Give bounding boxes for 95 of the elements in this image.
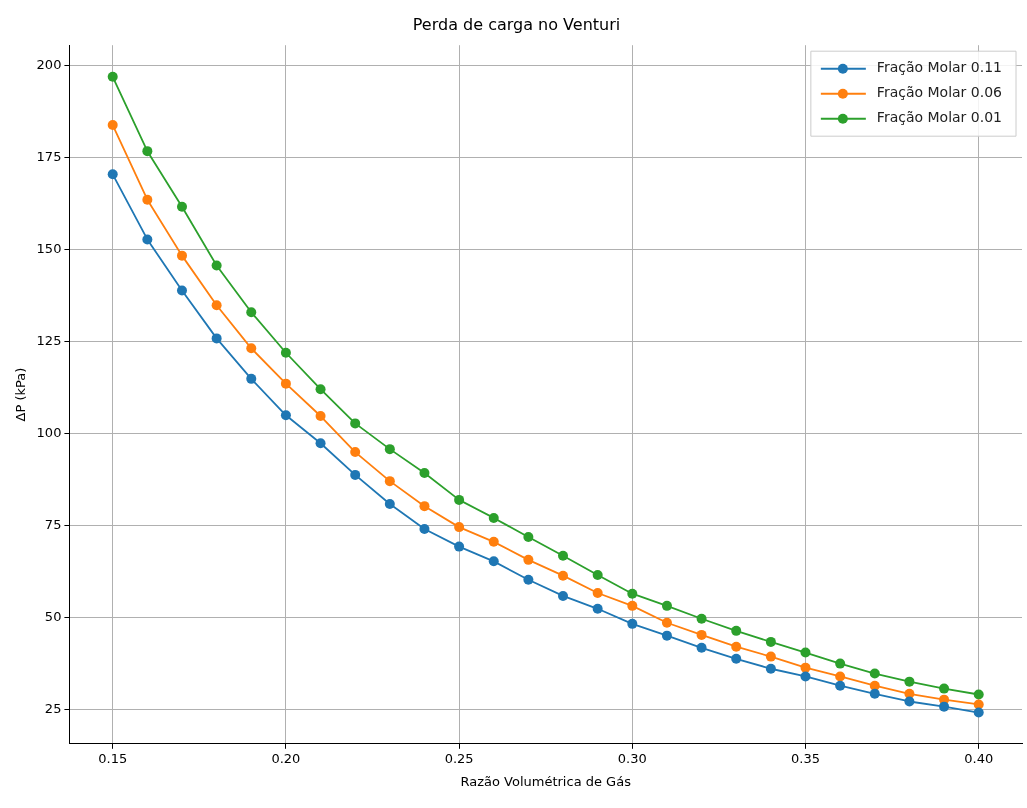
point [523,574,534,585]
point [350,469,361,480]
point [142,146,153,157]
point [939,701,950,712]
y-axis-title: ΔP (kPa) [13,367,29,422]
point [627,588,638,599]
point [627,618,638,629]
point [280,410,291,421]
point [904,676,915,687]
x-tick-label: 0.20 [271,750,301,766]
x-tick-label: 0.40 [964,750,994,766]
point [592,603,603,614]
point [246,343,257,354]
point [835,658,846,669]
point [973,699,984,710]
point [696,642,707,653]
legend-label: Fração Molar 0.06 [876,84,1003,101]
point [765,651,776,662]
point [973,689,984,700]
point [454,541,465,552]
point [246,307,257,318]
point [107,169,118,180]
point [696,629,707,640]
x-tick-label: 0.15 [98,750,128,766]
chart-title: Perda de carga no Venturi [412,14,621,34]
point [661,600,672,611]
point [661,617,672,628]
point [523,532,534,543]
point [107,71,118,82]
point [973,707,984,718]
point [211,300,222,311]
x-axis-title: Razão Volumétrica de Gás [460,773,632,789]
point [835,671,846,682]
y-tick-label: 125 [36,333,62,349]
point [419,501,430,512]
point [661,630,672,641]
point [939,683,950,694]
point [142,194,153,205]
y-tick-label: 150 [36,241,62,257]
point [765,663,776,674]
point [454,522,465,533]
point [315,384,326,395]
point [176,250,187,261]
point [384,476,395,487]
point [176,285,187,296]
point [419,523,430,534]
point [523,554,534,565]
point [315,411,326,422]
point [558,590,569,601]
point [869,668,880,679]
y-tick-label: 175 [36,149,62,165]
point [731,653,742,664]
point [558,570,569,581]
point [211,333,222,344]
point [280,378,291,389]
point [350,418,361,429]
point [592,587,603,598]
y-tick-label: 75 [44,517,62,533]
point [731,625,742,636]
point [488,512,499,523]
point [592,569,603,580]
x-tick-label: 0.25 [444,750,474,766]
point [731,641,742,652]
point [246,373,257,384]
y-tick-label: 50 [44,608,62,624]
x-tick-label: 0.30 [617,750,647,766]
point [800,671,811,682]
legend-label: Fração Molar 0.11 [876,59,1002,76]
point [280,347,291,358]
point [384,444,395,455]
y-tick-label: 100 [36,425,62,441]
point [454,494,465,505]
point [558,550,569,561]
point [765,636,776,647]
point [869,688,880,699]
point [419,468,430,479]
point [315,438,326,449]
point [800,662,811,673]
legend-label: Fração Molar 0.01 [876,109,1002,126]
point [835,680,846,691]
point [488,556,499,567]
point [107,120,118,131]
point [800,647,811,658]
point [350,447,361,458]
point [904,696,915,707]
point [142,234,153,245]
point [384,498,395,509]
y-tick-label: 25 [44,700,62,716]
y-tick-label: 200 [36,57,62,73]
point [696,613,707,624]
x-tick-label: 0.35 [791,750,820,766]
point [211,260,222,271]
point [488,536,499,547]
point [627,600,638,611]
point [176,201,187,212]
